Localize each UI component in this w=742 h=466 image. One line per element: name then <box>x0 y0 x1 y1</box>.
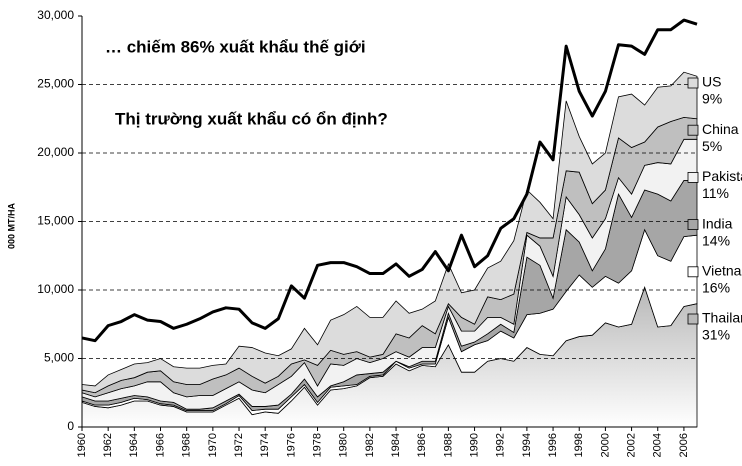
x-tick-label: 1986 <box>416 433 428 457</box>
x-tick-label: 1964 <box>128 433 140 457</box>
x-tick-label: 1996 <box>547 433 559 457</box>
legend-label: Pakistan <box>702 168 742 184</box>
x-tick-label: 1988 <box>442 433 454 457</box>
x-tick-label: 1978 <box>311 433 323 457</box>
x-tick-label: 1992 <box>495 433 507 457</box>
x-tick-label: 1966 <box>154 433 166 457</box>
share-label: 9% <box>702 91 722 107</box>
x-tick-label: 1998 <box>573 433 585 457</box>
share-label: 16% <box>702 280 730 296</box>
share-label: 11% <box>702 185 729 201</box>
legend-swatch <box>687 266 699 278</box>
y-tick-label: 10,000 <box>37 282 74 296</box>
x-tick-label: 1962 <box>102 433 114 457</box>
share-label: 14% <box>702 232 730 248</box>
x-tick-label: 2004 <box>652 433 664 457</box>
x-tick-label: 2002 <box>625 433 637 457</box>
x-tick-label: 1960 <box>76 433 88 457</box>
x-tick-label: 1972 <box>233 433 245 457</box>
x-tick-label: 1990 <box>468 433 480 457</box>
legend-swatch <box>687 77 699 89</box>
x-tick-label: 1976 <box>285 433 297 457</box>
x-tick-label: 1994 <box>521 433 533 457</box>
x-tick-label: 1968 <box>181 433 193 457</box>
legend-label: US <box>702 74 721 90</box>
x-tick-label: 1980 <box>338 433 350 457</box>
share-label: 5% <box>702 138 722 154</box>
total-line <box>81 18 698 343</box>
legend-swatch <box>687 124 699 136</box>
x-tick-label: 1982 <box>364 433 376 457</box>
legend-label: Thailand <box>702 310 742 326</box>
legend-label: China <box>702 121 739 137</box>
y-tick-label: 20,000 <box>37 145 74 159</box>
x-tick-label: 1984 <box>390 433 402 457</box>
x-tick-label: 2006 <box>678 433 690 457</box>
x-tick-label: 1974 <box>259 433 271 457</box>
legend-swatch <box>687 313 699 325</box>
legend-swatch <box>687 219 699 231</box>
annotation: … chiếm 86% xuất khẩu thế giới <box>105 37 366 56</box>
y-tick-label: 25,000 <box>37 77 74 91</box>
share-label: 31% <box>702 327 730 343</box>
y-tick-label: 5,000 <box>44 351 74 365</box>
y-tick-label: 30,000 <box>37 8 74 22</box>
y-tick-label: 0 <box>67 419 74 433</box>
legend-swatch <box>687 171 699 183</box>
legend-label: India <box>702 215 733 231</box>
area <box>81 71 698 394</box>
x-tick-label: 2000 <box>599 433 611 457</box>
y-tick-label: 15,000 <box>37 214 74 228</box>
legend-label: Vietnam <box>702 263 742 279</box>
y-axis-label: 000 MT/HA <box>6 202 16 249</box>
annotation: Thị trường xuất khẩu có ổn định? <box>115 109 388 128</box>
x-tick-label: 1970 <box>207 433 219 457</box>
